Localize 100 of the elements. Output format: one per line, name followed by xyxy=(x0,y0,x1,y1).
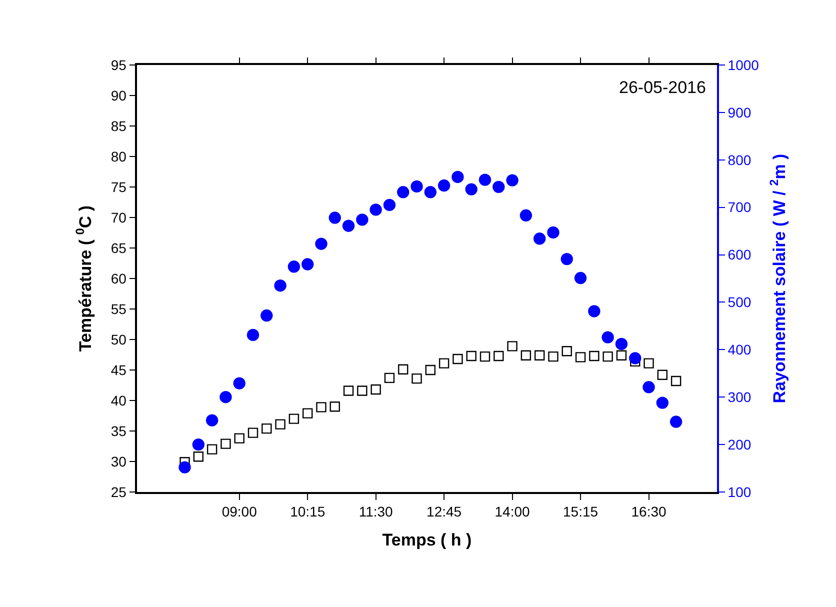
y2-tick-label: 100 xyxy=(728,484,752,500)
point xyxy=(328,212,341,224)
point xyxy=(560,252,573,266)
point xyxy=(520,209,532,222)
point xyxy=(644,358,654,368)
point xyxy=(357,386,368,396)
point xyxy=(178,461,191,474)
x-tick-label: 16:30 xyxy=(631,504,666,520)
point xyxy=(384,372,395,384)
point xyxy=(370,204,382,216)
point xyxy=(398,364,408,374)
point xyxy=(316,402,326,412)
point xyxy=(534,350,545,360)
point xyxy=(275,419,286,430)
y2-tick-label: 700 xyxy=(728,199,752,216)
point xyxy=(410,180,423,193)
x-tick-label: 15:15 xyxy=(563,504,598,520)
point xyxy=(424,186,437,198)
point xyxy=(547,226,560,239)
point xyxy=(615,338,628,350)
y2-tick-label: 300 xyxy=(728,389,752,406)
y2-tick-label: 400 xyxy=(728,342,752,358)
point xyxy=(260,309,273,322)
point xyxy=(274,280,286,292)
y2-tick-label: 800 xyxy=(728,152,752,168)
point xyxy=(520,350,532,360)
point xyxy=(397,186,410,198)
point xyxy=(193,452,204,462)
point xyxy=(629,352,642,364)
x-axis-title: Temps ( h ) xyxy=(382,530,472,550)
point xyxy=(466,350,476,362)
point xyxy=(602,331,614,344)
point xyxy=(452,354,463,364)
x-tick-label: 11:30 xyxy=(358,504,394,520)
y-tick-label: 40 xyxy=(110,392,127,408)
y-tick-label: 45 xyxy=(110,362,127,378)
x-tick-label: 14:00 xyxy=(494,504,530,520)
point xyxy=(575,352,586,362)
point xyxy=(302,408,313,418)
x-tick-label: 12:45 xyxy=(426,504,462,520)
point xyxy=(533,232,546,245)
point xyxy=(233,377,246,390)
y-tick-label: 30 xyxy=(110,453,127,470)
y2-tick-label: 200 xyxy=(728,436,752,452)
point xyxy=(206,444,218,454)
point xyxy=(288,260,300,273)
point xyxy=(507,341,518,352)
y-tick-label: 55 xyxy=(110,300,127,317)
y-tick-label: 70 xyxy=(110,209,127,226)
point xyxy=(506,174,518,186)
x-tick-label: 09:00 xyxy=(222,504,258,520)
point xyxy=(548,351,558,362)
point xyxy=(315,238,328,250)
point xyxy=(465,183,478,196)
point xyxy=(370,384,381,395)
y2-tick-label: 600 xyxy=(728,246,752,263)
point xyxy=(330,402,340,412)
point xyxy=(438,179,450,192)
point xyxy=(220,391,232,404)
point xyxy=(288,414,300,424)
point xyxy=(246,328,260,342)
point xyxy=(342,220,355,232)
point xyxy=(670,376,682,386)
point xyxy=(220,438,231,449)
point xyxy=(234,433,244,444)
y-tick-label: 50 xyxy=(110,331,127,348)
x-tick-label: 10:15 xyxy=(290,504,326,520)
y-tick-label: 25 xyxy=(110,484,127,500)
y-tick-label: 60 xyxy=(110,270,127,286)
point xyxy=(356,214,368,226)
y-tick-label: 35 xyxy=(110,422,127,439)
point xyxy=(657,370,668,380)
point xyxy=(494,350,504,362)
point xyxy=(642,381,655,394)
point xyxy=(602,351,613,362)
point xyxy=(262,423,272,434)
point xyxy=(248,428,258,438)
point xyxy=(589,350,600,362)
y-tick-label: 90 xyxy=(110,87,127,104)
point xyxy=(452,170,464,184)
y-tick-label: 85 xyxy=(110,118,127,134)
point xyxy=(478,174,492,186)
y-tick-label: 80 xyxy=(110,148,127,164)
point xyxy=(562,346,572,356)
point xyxy=(656,396,669,409)
y-tick-label: 95 xyxy=(110,56,127,73)
point xyxy=(492,180,505,194)
y2-tick-label: 1000 xyxy=(728,56,760,73)
point xyxy=(438,358,450,368)
y2-tick-label: 500 xyxy=(728,294,752,310)
point xyxy=(670,416,682,428)
point xyxy=(301,258,314,270)
point xyxy=(588,305,600,318)
point xyxy=(616,350,627,360)
y2-tick-label: 900 xyxy=(728,104,752,120)
y-tick-label: 65 xyxy=(110,240,127,256)
point xyxy=(206,414,218,426)
point xyxy=(425,364,436,376)
annotation: 26-05-2016 xyxy=(619,78,706,97)
point xyxy=(412,373,422,384)
